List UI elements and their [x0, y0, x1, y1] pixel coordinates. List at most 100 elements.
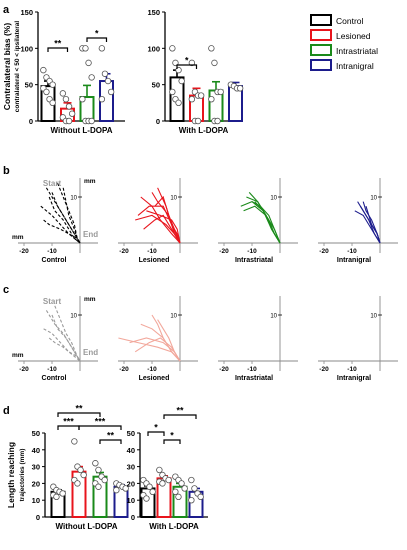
data-point — [113, 486, 120, 494]
y-tick-label: 150 — [147, 8, 160, 17]
data-point — [92, 460, 99, 467]
x-tick-label: -20 — [219, 366, 229, 373]
data-point — [95, 483, 102, 490]
subplot-label: Control — [42, 257, 67, 264]
y-tick-label: 10 — [127, 496, 135, 505]
significance-label: * — [185, 56, 189, 66]
data-point — [65, 103, 73, 110]
data-point — [143, 495, 150, 502]
x-tick-label: -20 — [19, 366, 29, 373]
legend-item-label: Control — [336, 16, 364, 26]
trajectory-line — [48, 196, 81, 244]
y-tick-label: 100 — [147, 44, 160, 53]
trajectory-line — [140, 196, 181, 244]
trajectory-line — [154, 195, 181, 244]
trajectory-line — [137, 205, 181, 244]
data-point — [211, 59, 218, 67]
trajectory-subplot-intrastriatal: 10 -20 -10 Intrastriatal — [218, 178, 298, 264]
x-tick-label: -10 — [247, 248, 257, 255]
legend-item-label: Intrastriatal — [336, 46, 378, 56]
data-point — [236, 85, 244, 92]
group-label: With L-DOPA — [179, 126, 229, 135]
data-point — [188, 476, 195, 484]
panel-a: a Contralateral bias (%) contralateral < 5… — [2, 4, 244, 135]
trajectory-line — [40, 205, 81, 244]
trajectory-line — [45, 187, 81, 244]
panel-label: d — [3, 405, 10, 417]
y-tick-label: 0 — [131, 513, 135, 522]
legend-swatch — [310, 29, 332, 41]
trajectory-line — [54, 305, 81, 362]
trajectory-line — [51, 314, 81, 362]
data-point — [149, 488, 156, 495]
y-tick-label: 10 — [70, 314, 77, 320]
trajectory-line — [62, 187, 81, 244]
y-tick-label: 10 — [70, 196, 77, 202]
legend-item-label: Intranigral — [336, 61, 374, 71]
trajectory-subplot-lesioned: 10 -20 -10 Lesioned — [118, 296, 198, 382]
data-point — [159, 480, 166, 487]
data-point — [74, 480, 81, 487]
trajectory-line — [146, 210, 181, 244]
end-label: End — [83, 230, 98, 239]
legend: Control Lesioned Intrastriatal Intranigral — [310, 14, 378, 71]
y-tick-label: 40 — [127, 446, 135, 455]
subplot-label: Intranigral — [337, 375, 371, 382]
subplot-label: Lesioned — [139, 375, 170, 382]
data-point — [165, 476, 172, 484]
data-point — [88, 117, 95, 125]
data-point — [59, 490, 66, 497]
data-point — [95, 466, 102, 474]
trajectory-line — [157, 319, 181, 362]
y-tick-label: 10 — [370, 314, 377, 320]
x-tick-label: -20 — [319, 248, 329, 255]
y-tick-label: 20 — [32, 479, 40, 488]
data-point — [217, 88, 224, 96]
significance-label: ** — [107, 431, 115, 441]
significance-bracket — [57, 412, 101, 417]
subplot-label: Intrastriatal — [235, 257, 273, 264]
start-label: Start — [43, 297, 62, 306]
legend-swatch — [310, 44, 332, 56]
legend-item-label: Lesioned — [336, 31, 371, 41]
y-tick-label: 0 — [156, 117, 160, 126]
trajectory-line — [57, 182, 81, 244]
data-point — [169, 88, 176, 96]
data-point — [208, 45, 215, 52]
start-label: Start — [43, 179, 62, 188]
y-tick-label: 10 — [170, 314, 177, 320]
significance-bracket — [163, 414, 197, 419]
data-point — [188, 95, 196, 103]
data-point — [188, 59, 196, 67]
x-unit-label: mm — [12, 234, 24, 241]
data-point — [68, 110, 76, 117]
trajectory-subplot-intranigral: 10 -20 -10 Intranigral — [318, 296, 398, 382]
x-tick-label: -10 — [247, 366, 257, 373]
data-point — [197, 92, 205, 99]
y-tick-label: 50 — [25, 81, 33, 90]
y-tick-label: 30 — [32, 463, 40, 472]
data-point — [80, 471, 87, 479]
trajectory-subplot-intrastriatal: 10 -20 -10 Intrastriatal — [218, 296, 298, 382]
x-tick-label: -10 — [147, 366, 157, 373]
trajectory-line — [48, 337, 81, 362]
data-point — [214, 117, 221, 125]
data-point — [77, 466, 84, 474]
y-tick-label: 0 — [36, 513, 40, 522]
y-tick-label: 30 — [127, 463, 135, 472]
panel-d: d Length reaching trajectories (mm) 0 10 20 30… — [3, 404, 208, 531]
data-point — [49, 81, 56, 88]
data-point — [40, 66, 47, 74]
y-unit-label: mm — [84, 178, 96, 185]
trajectory-line — [243, 205, 281, 244]
data-point — [197, 493, 204, 501]
significance-bracket — [57, 425, 80, 430]
significance-bracket — [86, 37, 108, 42]
y-tick-label: 20 — [127, 479, 135, 488]
x-tick-label: -10 — [147, 248, 157, 255]
data-point — [101, 476, 108, 484]
y-tick-label: 40 — [32, 446, 40, 455]
x-tick-label: -10 — [47, 366, 57, 373]
